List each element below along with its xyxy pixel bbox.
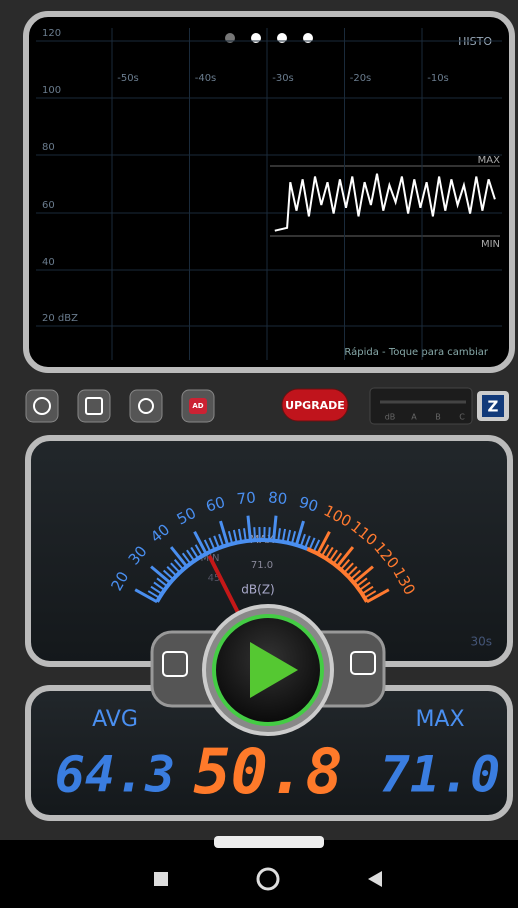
max-value: 71.0 (380, 746, 500, 804)
page: HISTO Rápida - Toque para cambiar MAX MI… (0, 0, 518, 908)
screen: HISTO Rápida - Toque para cambiar MAX MI… (0, 0, 518, 908)
x-label: -30s (272, 73, 294, 84)
x-label: -20s (350, 73, 372, 84)
max-label: MAX (478, 155, 500, 166)
gauge-tick (269, 527, 270, 540)
max-label: MAX (415, 707, 464, 732)
drawer-handle[interactable] (214, 836, 324, 848)
min-label: MIN (481, 239, 500, 250)
ad-label: AD (192, 402, 203, 410)
y-label: 20 dBZ (42, 313, 78, 324)
weighting-option[interactable]: dB (385, 413, 396, 422)
x-label: -50s (117, 73, 139, 84)
gauge-label: 70 (236, 488, 257, 508)
z-label: Z (488, 398, 499, 416)
gauge-unit: dB(Z) (241, 583, 274, 597)
recents-button[interactable] (154, 872, 168, 886)
gauge-max-value: 71.0 (251, 560, 273, 571)
y-label: 120 (42, 28, 61, 39)
save-button[interactable] (78, 390, 110, 422)
upgrade-label: UPGRADE (285, 399, 345, 412)
period-label: 30s (470, 635, 492, 649)
hint[interactable]: Rápida - Toque para cambiar (344, 346, 488, 358)
y-label: 80 (42, 142, 55, 153)
weighting-option[interactable]: C (459, 413, 465, 422)
y-label: 40 (42, 257, 55, 268)
graph-panel[interactable] (26, 14, 512, 370)
x-label: -10s (427, 73, 449, 84)
x-label: -40s (195, 73, 217, 84)
avg-value: 64.3 (55, 746, 175, 804)
reset-button[interactable] (26, 390, 58, 422)
gauge-label: 80 (267, 488, 288, 508)
avg-label: AVG (92, 707, 138, 732)
y-label: 100 (42, 85, 61, 96)
weighting-option[interactable]: A (411, 413, 417, 422)
y-label: 60 (42, 200, 55, 211)
current-value: 50.8 (193, 735, 342, 808)
calibrate-button[interactable] (130, 390, 162, 422)
gauge-tick (254, 527, 255, 540)
weighting-option[interactable]: B (435, 413, 441, 422)
